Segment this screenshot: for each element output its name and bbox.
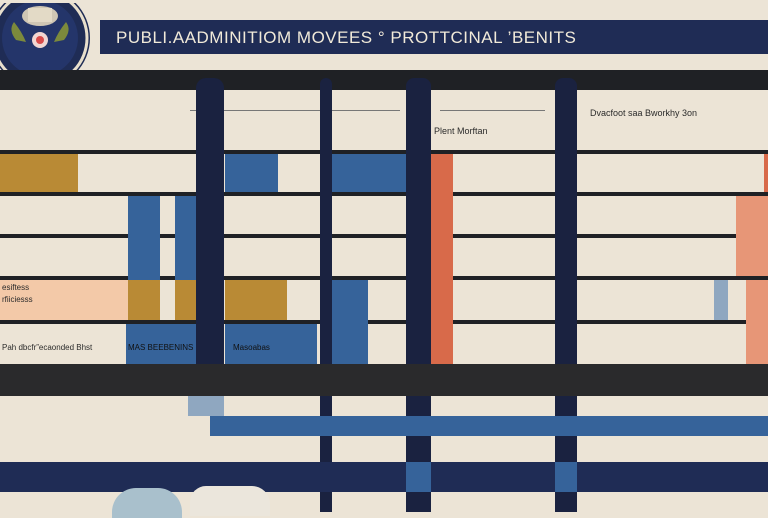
dark-column: [196, 78, 224, 388]
light-blue-block: [188, 396, 224, 416]
blue-block: [714, 280, 728, 320]
blue-block: [406, 462, 431, 492]
dark-column: [555, 78, 577, 512]
blue-block: [126, 324, 198, 364]
peach-block: [0, 280, 128, 320]
navy-band: [0, 462, 768, 492]
title-bar: [100, 20, 768, 54]
peach-block: [736, 196, 768, 276]
thin-rule: [440, 110, 545, 111]
gold-block: [128, 280, 160, 320]
thin-rule: [190, 110, 400, 111]
right-header-label: Dvacfoot saa Bworkhy 3on: [590, 108, 698, 118]
gold-block: [0, 154, 78, 192]
blue-block: [225, 154, 278, 192]
gold-block: [175, 280, 197, 320]
blue-block: [332, 154, 406, 192]
blue-band: [210, 416, 768, 436]
dark-column: [320, 78, 332, 512]
header-band: [0, 0, 768, 20]
blue-block: [555, 462, 577, 492]
grid-line: [0, 276, 768, 280]
blue-block: [332, 280, 368, 364]
footer-label: MAS BEEBENINS: [128, 343, 194, 352]
footer-label: Pah dbcfr”ecaonded Bhst: [2, 343, 93, 352]
grid-line: [0, 320, 768, 324]
orange-column: [431, 154, 453, 364]
row-label: rfiiciesss: [2, 295, 33, 304]
header-divider: [0, 70, 768, 90]
page-title: PUBLI.AADMINITIOM MOVEES ° PROTTCINAL ’B…: [116, 28, 577, 47]
blue-column: [128, 196, 160, 280]
figure-shape: [190, 486, 270, 516]
row-label: esiftess: [2, 283, 30, 292]
orange-block: [764, 154, 768, 192]
gold-block: [225, 280, 287, 320]
grid-line: [0, 192, 768, 196]
figure-shape: [112, 488, 182, 518]
blue-column: [175, 196, 197, 280]
bottom-dark-band: [0, 364, 768, 396]
dark-column: [406, 78, 431, 512]
grid-line: [0, 150, 768, 154]
column-header-label: Plent Morftan: [434, 126, 488, 136]
blue-block: [225, 324, 317, 364]
footer-label: Masoabas: [233, 343, 270, 352]
grid-line: [0, 234, 768, 238]
peach-block: [746, 280, 768, 364]
